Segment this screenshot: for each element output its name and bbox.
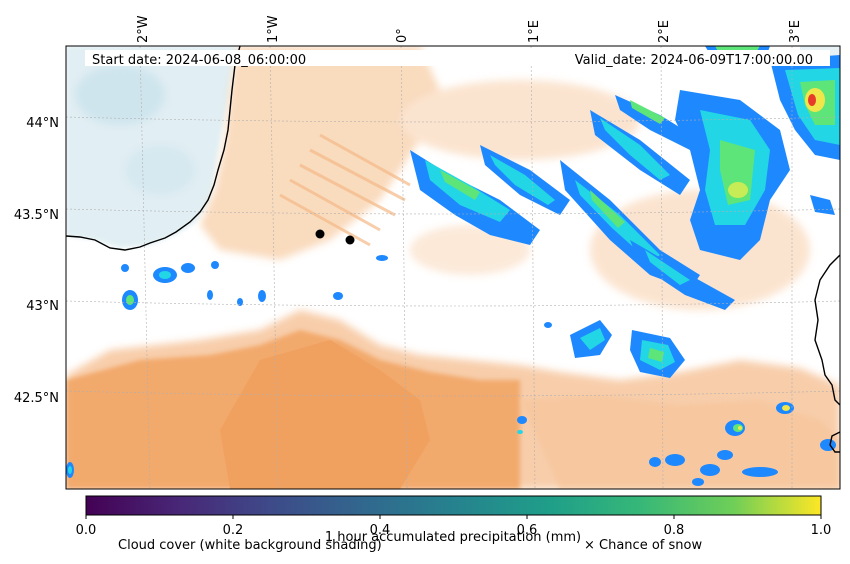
start-date-label: Start date: 2024-06-08_06:00:00 [92,53,306,68]
colorbar-tick-label: 0.8 [664,523,685,538]
colorbar-tick-label: 0.6 [517,523,538,538]
longitude-labels: 2°W 1°W 0° 1°E 2°E 3°E [136,15,803,43]
coastline-france [66,46,241,251]
map-plot-area [66,46,840,489]
colorbar: 0.0 0.2 0.4 0.6 0.8 1.0 1 hour accumulat… [76,495,832,545]
cloud-streaks [279,133,411,247]
colorbar-gradient [85,495,822,516]
lon-tick-label: 1°W [266,15,281,43]
cloud-cover-legend: Cloud cover (white background shading) [118,538,382,553]
colorbar-tick-label: 0.4 [370,523,391,538]
map-frame [65,45,841,490]
graticule [66,46,840,489]
colorbar-title: 1 hour accumulated precipitation (mm) [325,530,581,545]
lon-tick-label: 1°E [527,20,542,43]
precipitation-cells [66,46,840,486]
lon-tick-label: 3°E [788,20,803,43]
valid-date-label: Valid_date: 2024-06-09T17:00:00.00 [575,53,813,68]
coastline-spain-east [829,431,840,453]
lon-tick-label: 0° [395,28,410,43]
coastline-mediterranean [814,254,840,406]
lon-tick-label: 2°E [657,20,672,43]
cloud-cover-dense [66,310,840,489]
cloud-cover-light [200,46,810,310]
colorbar-tick-label: 1.0 [811,523,832,538]
lat-tick-label: 42.5°N [14,391,59,406]
lat-tick-label: 43.5°N [14,208,59,223]
snow-chance-legend: × Chance of snow [584,538,703,553]
lon-tick-label: 2°W [136,15,151,43]
colorbar-tick-label: 0.0 [76,523,97,538]
city-marker [315,229,325,239]
lat-tick-label: 44°N [26,116,59,131]
lat-tick-label: 43°N [26,299,59,314]
colorbar-tick-label: 0.2 [223,523,244,538]
latitude-labels: 44°N 43.5°N 43°N 42.5°N [14,116,59,406]
city-marker [345,235,355,245]
